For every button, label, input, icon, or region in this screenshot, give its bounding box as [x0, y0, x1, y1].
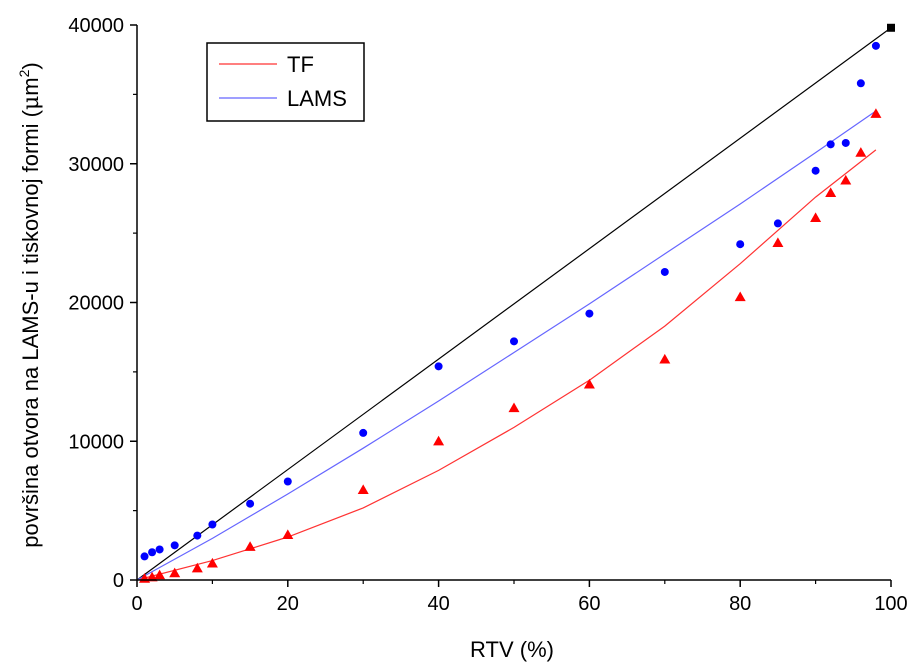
y-tick-label: 20000: [68, 293, 124, 315]
data-point-lams: [193, 531, 202, 540]
data-point-lams: [155, 545, 164, 554]
data-point-lams: [871, 41, 880, 50]
y-axis-title: površina otvora na LAMS-u i tiskovnoj fo…: [16, 62, 44, 548]
data-point-tf: [357, 484, 369, 494]
legend: TF LAMS: [206, 42, 365, 122]
data-point-lams: [148, 548, 157, 557]
data-point-tf: [508, 402, 520, 413]
data-point-tf: [244, 541, 256, 551]
data-point-tf: [206, 557, 218, 568]
data-point-tf: [154, 569, 166, 580]
y-axis-title-m: m: [18, 77, 43, 95]
y-tick-label: 40000: [68, 15, 124, 37]
reference-line: [136, 27, 892, 581]
fit-line-lams: [136, 110, 877, 581]
legend-box: [206, 42, 365, 122]
data-point-tf: [772, 237, 784, 247]
plot-layer: [136, 23, 895, 583]
data-point-tf: [583, 378, 595, 389]
data-point-lams: [856, 79, 865, 88]
data-point-lams: [736, 240, 745, 249]
data-point-lams: [510, 337, 518, 346]
data-point-lams: [826, 140, 835, 149]
y-axis-title-exponent: 2: [16, 69, 32, 77]
data-point-tf: [810, 212, 822, 222]
x-tick-label: 80: [729, 593, 751, 615]
axes-layer: 0 20 40 60 80 100 0 10000 20000 30000 40000: [68, 15, 907, 615]
data-point-lams: [811, 166, 820, 175]
data-point-lams: [773, 219, 782, 228]
x-tick-label: 20: [277, 593, 299, 615]
y-tick-label: 10000: [68, 431, 124, 453]
data-point-lams: [434, 362, 443, 371]
data-point-lams: [585, 309, 594, 318]
data-point-tf: [870, 108, 882, 118]
x-tick-label: 100: [874, 593, 907, 615]
x-tick-label: 0: [131, 593, 142, 615]
legend-lams-label: LAMS: [287, 86, 347, 111]
data-point-tf: [282, 529, 294, 540]
data-point-lams: [170, 541, 179, 550]
data-point-tf: [855, 147, 867, 157]
data-point-tf: [433, 435, 445, 446]
data-point-lams: [283, 477, 292, 486]
data-point-tf: [191, 562, 203, 573]
fit-line-tf: [136, 149, 877, 581]
x-tick-label: 40: [427, 593, 449, 615]
data-point-tf: [659, 353, 671, 364]
y-axis-title-close: ): [18, 62, 43, 69]
data-point-lams: [660, 267, 669, 276]
data-point-tf: [169, 567, 181, 578]
reference-end-marker: [887, 23, 895, 32]
data-point-lams: [841, 138, 850, 147]
data-point-lams: [359, 428, 368, 437]
data-point-lams: [246, 499, 255, 508]
data-point-tf: [825, 187, 837, 198]
y-tick-label: 0: [113, 570, 124, 592]
x-tick-label: 60: [578, 593, 600, 615]
legend-tf-label: TF: [287, 52, 314, 77]
data-point-lams: [140, 552, 149, 561]
y-axis-title-mu: μ: [19, 96, 44, 110]
y-tick-label: 30000: [68, 154, 124, 176]
data-point-lams: [208, 520, 217, 529]
y-axis-title-main: površina otvora na LAMS-u i tiskovnoj fo…: [18, 109, 43, 547]
data-point-tf: [734, 291, 746, 302]
x-axis-title: RTV (%): [470, 637, 554, 662]
data-point-tf: [840, 174, 852, 185]
